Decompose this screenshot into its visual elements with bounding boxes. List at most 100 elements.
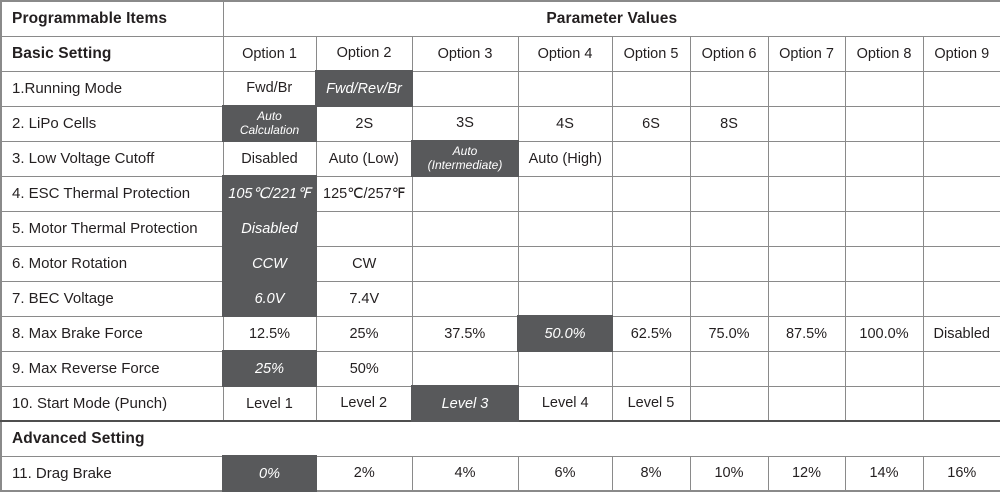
- table-row: 5. Motor Thermal Protection Disabled: [0, 210, 1000, 247]
- option-cell: 8%: [611, 455, 691, 492]
- option-cell: 12%: [767, 455, 846, 492]
- selected-option-cell: Fwd/Rev/Br: [315, 70, 413, 107]
- option-cell: [844, 140, 924, 177]
- option-cell: [844, 105, 924, 142]
- option-cell: [922, 175, 1000, 212]
- table-row: 2. LiPo Cells Auto Calculation 2S 3S 4S 6S 8S: [0, 105, 1000, 142]
- option-cell: [517, 245, 613, 282]
- option-cell: [689, 210, 769, 247]
- option-cell: [611, 245, 691, 282]
- row-label: 1.Running Mode: [0, 70, 224, 107]
- option-cell: [767, 280, 846, 317]
- option-column-header: Option 3: [411, 35, 519, 72]
- parameter-values-header: Parameter Values: [222, 0, 1000, 37]
- option-cell: Level 2: [315, 385, 413, 422]
- table-row: 10. Start Mode (Punch) Level 1 Level 2 Leve…: [0, 385, 1000, 422]
- option-cell: 37.5%: [411, 315, 519, 352]
- option-cell: [689, 70, 769, 107]
- table-row: 8. Max Brake Force 12.5% 25% 37.5% 50.0% 62.5…: [0, 315, 1000, 352]
- option-cell: 87.5%: [767, 315, 846, 352]
- basic-setting-header: Basic Setting: [0, 35, 224, 72]
- option-cell: [411, 210, 519, 247]
- option-cell: Disabled: [222, 140, 317, 177]
- option-cell: [767, 210, 846, 247]
- option-cell: 6%: [517, 455, 613, 492]
- option-cell: [611, 280, 691, 317]
- option-cell: [922, 245, 1000, 282]
- option-cell: [922, 280, 1000, 317]
- option-cell: [767, 140, 846, 177]
- option-cell: [517, 70, 613, 107]
- selected-option-cell: CCW: [222, 245, 317, 282]
- option-cell: 50%: [315, 350, 413, 387]
- option-cell: 62.5%: [611, 315, 691, 352]
- option-cell: [767, 245, 846, 282]
- table-row: 6. Motor Rotation CCW CW: [0, 245, 1000, 282]
- option-cell: [844, 245, 924, 282]
- table-row: 1.Running Mode Fwd/Br Fwd/Rev/Br: [0, 70, 1000, 107]
- option-cell: [411, 175, 519, 212]
- row-label: 11. Drag Brake: [0, 455, 224, 492]
- option-cell: Level 4: [517, 385, 613, 422]
- selected-option-cell: 25%: [222, 350, 317, 387]
- option-cell: CW: [315, 245, 413, 282]
- option-cell: 2%: [315, 455, 413, 492]
- option-cell: Level 5: [611, 385, 691, 422]
- option-cell: 4S: [517, 105, 613, 142]
- option-column-header: Option 1: [222, 35, 317, 72]
- option-cell: 6S: [611, 105, 691, 142]
- row-label: 4. ESC Thermal Protection: [0, 175, 224, 212]
- option-cell: 125℃/257℉: [315, 175, 413, 212]
- option-cell: [844, 210, 924, 247]
- row-label: 10. Start Mode (Punch): [0, 385, 224, 422]
- selected-option-cell: 50.0%: [517, 315, 613, 352]
- option-column-header: Option 8: [844, 35, 924, 72]
- option-column-header: Option 7: [767, 35, 846, 72]
- option-cell: [767, 385, 846, 422]
- selected-option-cell: 6.0V: [222, 280, 317, 317]
- option-cell: [922, 70, 1000, 107]
- option-cell: [517, 350, 613, 387]
- row-label: 9. Max Reverse Force: [0, 350, 224, 387]
- selected-option-cell: Auto Calculation: [222, 105, 317, 142]
- option-cell: 14%: [844, 455, 924, 492]
- option-cell: [844, 280, 924, 317]
- option-cell: [411, 245, 519, 282]
- option-cell: [689, 280, 769, 317]
- option-cell: [315, 210, 413, 247]
- option-cell: [922, 140, 1000, 177]
- option-cell: [844, 175, 924, 212]
- option-cell: Disabled: [922, 315, 1000, 352]
- option-cell: 10%: [689, 455, 769, 492]
- option-cell: Level 1: [222, 385, 317, 422]
- row-label: 6. Motor Rotation: [0, 245, 224, 282]
- option-column-header: Option 4: [517, 35, 613, 72]
- option-cell: [767, 70, 846, 107]
- option-cell: [922, 350, 1000, 387]
- selected-option-cell: 0%: [222, 455, 317, 492]
- option-cell: [689, 385, 769, 422]
- option-cell: [922, 105, 1000, 142]
- options-header-row: Basic Setting Option 1 Option 2 Option 3 Opt…: [0, 35, 1000, 72]
- option-cell: [611, 70, 691, 107]
- option-cell: [767, 175, 846, 212]
- option-cell: [844, 385, 924, 422]
- table-row: 3. Low Voltage Cutoff Disabled Auto (Low) A…: [0, 140, 1000, 177]
- row-label: 8. Max Brake Force: [0, 315, 224, 352]
- option-cell: [689, 175, 769, 212]
- option-cell: [844, 70, 924, 107]
- table-header-row: Programmable Items Parameter Values: [0, 0, 1000, 37]
- option-cell: [411, 350, 519, 387]
- option-column-header: Option 5: [611, 35, 691, 72]
- option-cell: 2S: [315, 105, 413, 142]
- option-cell: [922, 210, 1000, 247]
- row-label: 5. Motor Thermal Protection: [0, 210, 224, 247]
- option-cell: [517, 210, 613, 247]
- advanced-setting-section-row: Advanced Setting: [0, 420, 1000, 457]
- option-cell: [611, 350, 691, 387]
- row-label: 2. LiPo Cells: [0, 105, 224, 142]
- option-cell: 8S: [689, 105, 769, 142]
- option-cell: 25%: [315, 315, 413, 352]
- table-row: 11. Drag Brake 0% 2% 4% 6% 8% 10% 12% 14% 16%: [0, 455, 1000, 492]
